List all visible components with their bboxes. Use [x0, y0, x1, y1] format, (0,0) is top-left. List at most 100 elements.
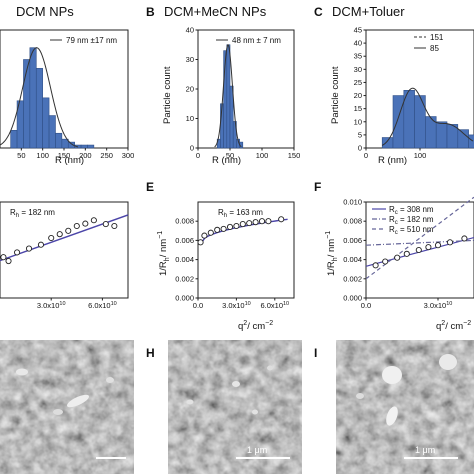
data-point [82, 220, 89, 227]
x-tick-label: 50 [17, 151, 25, 160]
histogram-bar [42, 97, 50, 149]
x-tick-label: 300 [122, 151, 135, 160]
histogram-bar [381, 137, 394, 149]
histogram-bar [23, 59, 31, 149]
y-tick-label: 0 [190, 144, 194, 153]
data-point [252, 219, 259, 226]
x-tick-label: 100 [36, 151, 49, 160]
xlabel-e: q2/ cm−2 [238, 320, 273, 332]
fit-curve [0, 47, 79, 148]
histogram-bar [232, 121, 237, 149]
histogram-panel-a: 50 100 150 200 250 300 79 nm ±17 nm [0, 29, 135, 160]
y-tick-label: 0.006 [175, 236, 194, 245]
y-tick-label: 0.000 [175, 294, 194, 303]
xlabel-a: R (nm) [55, 155, 84, 166]
legend-label: Rc = 182 nm [389, 215, 434, 226]
panel-letter-f: F [314, 180, 321, 194]
y-tick-label: 20 [186, 85, 194, 94]
x-tick-label: 0.0 [193, 301, 203, 310]
ylabel-e: 1/Rh/ nm−1 [157, 231, 171, 276]
y-tick-label: 10 [186, 114, 194, 123]
data-point [48, 234, 55, 242]
y-tick-label: 0.008 [343, 217, 362, 226]
legend-label: 151 [430, 33, 444, 42]
scatter-panel-e: Rh = 163 nm 0.0 3.0x1010 6.0x1010 0.000 0.002… [175, 201, 295, 310]
data-point [14, 249, 21, 256]
x-tick-label: 200 [79, 151, 92, 160]
y-tick-label: 0.004 [343, 255, 362, 264]
data-point [258, 218, 266, 225]
svg-text:1 μm: 1 μm [415, 445, 435, 455]
data-point [394, 254, 401, 261]
scale-bar-h: 1 μm [236, 445, 290, 459]
y-tick-label: 0.004 [175, 255, 194, 264]
y-tick-label: 0.002 [175, 274, 194, 283]
y-tick-label: 0.010 [343, 198, 362, 207]
legend-label: Rh = 163 nm [218, 208, 263, 219]
legend-label: 48 nm ± 7 nm [232, 36, 281, 45]
plot-frame-b [197, 29, 295, 149]
histogram-bar [29, 47, 37, 149]
histogram-bar [468, 134, 474, 149]
data-point [372, 262, 379, 269]
data-point [207, 229, 214, 236]
sem-image-g [0, 340, 134, 474]
x-tick-label: 3.0x1010 [424, 301, 453, 310]
data-point [65, 227, 72, 234]
ylabel-f: 1/Rh/ nm−1 [325, 231, 339, 276]
legend-label: Rc = 510 nm [389, 225, 434, 236]
data-point [415, 246, 422, 254]
histogram-panel-b: 0 50 100 150 0 10 20 30 40 48 nm ± 7 nm [186, 26, 301, 161]
data-point [201, 232, 208, 239]
ylabel-b: Particle count [162, 66, 173, 124]
data-point [425, 244, 432, 251]
histogram-bar [61, 138, 69, 149]
histogram-bar [55, 132, 63, 149]
svg-text:1 μm: 1 μm [247, 445, 267, 455]
data-point [73, 222, 80, 230]
data-point [5, 257, 12, 265]
y-tick-label: 40 [186, 26, 194, 35]
data-point [111, 222, 118, 230]
sem-image-h [168, 340, 302, 474]
legend-label: Rc = 308 nm [389, 205, 434, 216]
data-point [461, 235, 468, 242]
data-point [25, 245, 33, 252]
data-point [102, 221, 109, 228]
histogram-bar [392, 95, 405, 149]
sem-image-i [336, 340, 474, 474]
legend-label: Rh = 182 nm [10, 208, 55, 219]
panel-letter-h: H [146, 346, 155, 360]
x-tick-label: 250 [100, 151, 113, 160]
data-point [246, 220, 253, 227]
y-tick-label: 35 [354, 52, 362, 61]
y-tick-label: 5 [358, 130, 362, 139]
y-tick-label: 0.000 [343, 294, 362, 303]
x-tick-label: 0.0 [361, 301, 371, 310]
plot-frame-f [365, 201, 474, 299]
histogram-bar [403, 90, 415, 149]
data-point [434, 242, 442, 249]
legend-label: 85 [430, 44, 439, 53]
panel-letter-c: C [314, 5, 323, 19]
panel-title-a: DCM NPs [16, 4, 74, 19]
y-tick-label: 40 [354, 39, 362, 48]
scatter-panel-d: Rh = 182 nm 3.0x1010 6.0x1010 [0, 201, 129, 310]
fit-line-dashdot [365, 239, 474, 246]
y-tick-label: 10 [354, 117, 362, 126]
x-tick-label: 0 [364, 151, 368, 160]
histogram-bar [80, 144, 88, 149]
histogram-bar [226, 44, 231, 149]
data-point [446, 239, 454, 246]
y-tick-label: 0.002 [343, 274, 362, 283]
x-tick-label: 150 [58, 151, 71, 160]
histogram-bar [35, 68, 43, 149]
x-tick-label: 50 [226, 151, 234, 160]
y-tick-label: 0.008 [175, 217, 194, 226]
histogram-bar [229, 85, 234, 149]
histogram-bar [414, 95, 426, 149]
x-tick-label: 3.0x1010 [222, 301, 251, 310]
fit-line-dash [365, 196, 474, 280]
